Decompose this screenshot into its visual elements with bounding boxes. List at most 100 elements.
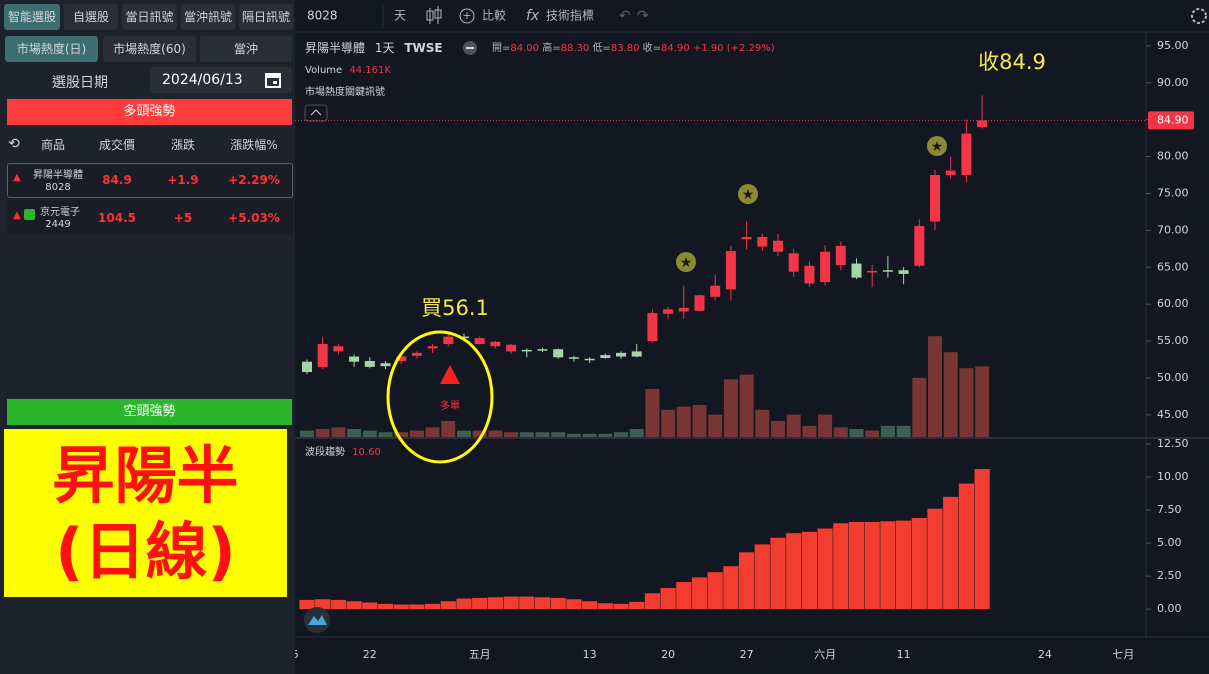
tab[interactable]: 隔日訊號 xyxy=(239,4,293,30)
tab[interactable]: 自選股 xyxy=(64,4,118,30)
candle-icon[interactable] xyxy=(426,6,442,24)
stock-name: 昇陽半導體 xyxy=(33,170,83,181)
y-tick-label: 70.00 xyxy=(1157,223,1189,236)
x-tick-label: 27 xyxy=(740,648,754,661)
bar xyxy=(597,603,613,610)
candle-body xyxy=(647,313,658,342)
table-row[interactable] xyxy=(7,200,293,235)
bar xyxy=(927,508,943,610)
close-annotation: 收84.9 xyxy=(978,50,1046,74)
candle-body xyxy=(914,225,925,266)
bar xyxy=(691,577,708,610)
up-arrow: ▲ xyxy=(13,172,21,183)
bar xyxy=(456,598,472,610)
candle-body xyxy=(930,175,940,222)
bar xyxy=(644,593,660,610)
y-tick-label: 7.50 xyxy=(1157,503,1182,516)
column-header: 漲跌幅% xyxy=(230,138,278,152)
bear-header[interactable]: 空頭強勢 xyxy=(7,399,292,425)
volume-bar xyxy=(896,425,911,437)
refresh-icon[interactable]: ⟲ xyxy=(8,136,20,152)
volume-bar xyxy=(441,421,456,437)
symbol[interactable]: 8028 xyxy=(307,9,338,23)
bar xyxy=(425,603,441,610)
bar xyxy=(707,572,723,610)
y-tick-label: 75.00 xyxy=(1157,186,1189,199)
volume-bar xyxy=(928,336,942,437)
candle-body xyxy=(961,133,972,176)
candle-body xyxy=(616,352,626,357)
volume-bar xyxy=(771,421,785,437)
candle-body xyxy=(584,358,595,361)
volume-bar xyxy=(975,366,990,437)
candle-body xyxy=(725,251,736,290)
y-tick-label: 65.00 xyxy=(1157,260,1189,273)
subtab[interactable]: 當沖 xyxy=(200,36,292,62)
bar xyxy=(723,566,739,610)
candle-body xyxy=(302,361,312,373)
volume-bar xyxy=(880,425,895,437)
bull-header[interactable]: 多頭強勢 xyxy=(7,99,292,125)
bar xyxy=(801,531,817,610)
logo-mark xyxy=(308,615,327,625)
candle-body xyxy=(396,356,407,361)
candle-body xyxy=(694,295,705,311)
stock-name: 昇陽半導體 xyxy=(305,41,365,55)
candle-body xyxy=(317,344,328,367)
compare-button[interactable]: 比較 xyxy=(482,8,506,23)
volume-bar xyxy=(566,433,581,437)
subtab[interactable]: 市場熱度(60) xyxy=(103,36,196,62)
bar xyxy=(754,544,770,610)
bar xyxy=(582,601,598,610)
bar xyxy=(566,599,582,610)
volume-bar xyxy=(488,430,503,437)
overlay-box: 昇陽半 (日線) xyxy=(4,429,287,597)
last-price-box xyxy=(1148,111,1194,130)
bar xyxy=(377,603,394,610)
candle-body xyxy=(427,346,438,349)
candle-body xyxy=(349,356,360,362)
volume-bar xyxy=(598,433,613,437)
bar xyxy=(629,601,645,610)
redo-icon[interactable]: ↷ xyxy=(637,8,649,24)
bar xyxy=(770,537,786,610)
fx-icon[interactable]: fx xyxy=(526,8,540,24)
x-tick-label: 13 xyxy=(583,648,597,661)
volume-bar xyxy=(818,414,833,437)
volume-bar xyxy=(786,414,801,437)
bar xyxy=(958,483,974,610)
buy-triangle xyxy=(440,365,460,384)
volume-bar xyxy=(723,379,738,437)
overlay-subtitle: (日線) xyxy=(55,515,236,588)
x-tick-label: 20 xyxy=(661,648,675,661)
subtab[interactable]: 市場熱度(日) xyxy=(5,36,98,62)
ohlc-value: 84.90 xyxy=(661,43,690,54)
chart-header: 昇陽半導體 1天 TWSE xyxy=(305,41,443,55)
y-tick-label: 0.00 xyxy=(1157,602,1182,615)
indicator-title: 波段趨勢 xyxy=(305,445,345,458)
tab[interactable]: 智能選股 xyxy=(4,4,60,30)
volume-bar xyxy=(347,429,362,437)
undo-icon[interactable]: ↶ xyxy=(619,8,631,24)
settings-icon[interactable] xyxy=(1191,8,1207,24)
table-row[interactable] xyxy=(7,163,293,198)
tab[interactable]: 當沖訊號 xyxy=(181,4,235,30)
tab[interactable]: 當日訊號 xyxy=(122,4,177,30)
volume-bar xyxy=(865,430,880,437)
volume-bar xyxy=(582,433,597,437)
volume-bar xyxy=(614,432,628,437)
indicators-button[interactable]: 技術指標 xyxy=(546,8,594,23)
date-input[interactable]: 2024/06/13 xyxy=(150,67,292,93)
bar xyxy=(550,597,566,610)
volume-bar xyxy=(692,405,707,437)
x-tick-label: 五月 xyxy=(469,648,491,661)
expand-button[interactable] xyxy=(304,104,328,122)
date-value: 2024/06/13 xyxy=(162,72,243,88)
candle-body xyxy=(773,240,783,252)
ohlc-label: 開= xyxy=(492,42,510,54)
ohlc-label: 低= xyxy=(592,41,610,54)
interval-button[interactable]: 天 xyxy=(394,9,406,23)
compare-icon-plus: + xyxy=(462,9,471,22)
compare-icon[interactable] xyxy=(459,8,475,24)
highlight-circle xyxy=(386,330,494,464)
